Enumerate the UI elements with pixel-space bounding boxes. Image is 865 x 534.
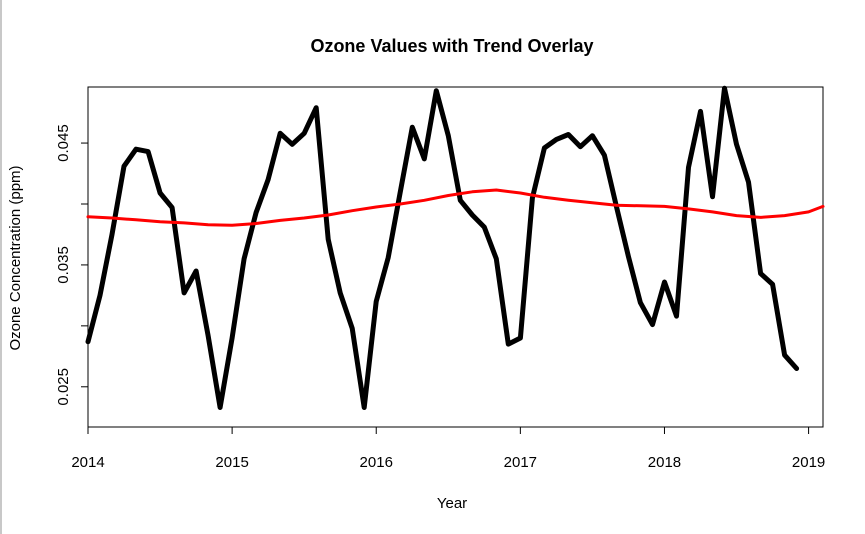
window-left-edge bbox=[0, 0, 2, 534]
x-tick-label: 2017 bbox=[504, 454, 537, 471]
y-tick-label: 0.025 bbox=[55, 368, 72, 406]
plot-frame bbox=[87, 86, 824, 428]
x-axis-label: Year bbox=[437, 495, 467, 512]
x-tick-label: 2016 bbox=[360, 454, 393, 471]
x-tick-label: 2015 bbox=[215, 454, 248, 471]
ozone-series-line bbox=[85, 85, 800, 410]
plot-area bbox=[85, 85, 825, 410]
y-tick-label: 0.045 bbox=[55, 124, 72, 162]
x-axis: 2014 2015 2016 2017 2018 2019 bbox=[71, 426, 825, 471]
x-tick-label: 2019 bbox=[792, 454, 825, 471]
trend-series-line bbox=[86, 188, 825, 227]
y-tick-label: 0.035 bbox=[55, 246, 72, 284]
x-tick-label: 2014 bbox=[71, 454, 104, 471]
y-axis: 0.025 0.035 0.045 bbox=[55, 124, 89, 406]
x-tick-label: 2018 bbox=[648, 454, 681, 471]
y-axis-label: Ozone Concentration (ppm) bbox=[7, 165, 24, 350]
chart-title: Ozone Values with Trend Overlay bbox=[310, 36, 593, 56]
